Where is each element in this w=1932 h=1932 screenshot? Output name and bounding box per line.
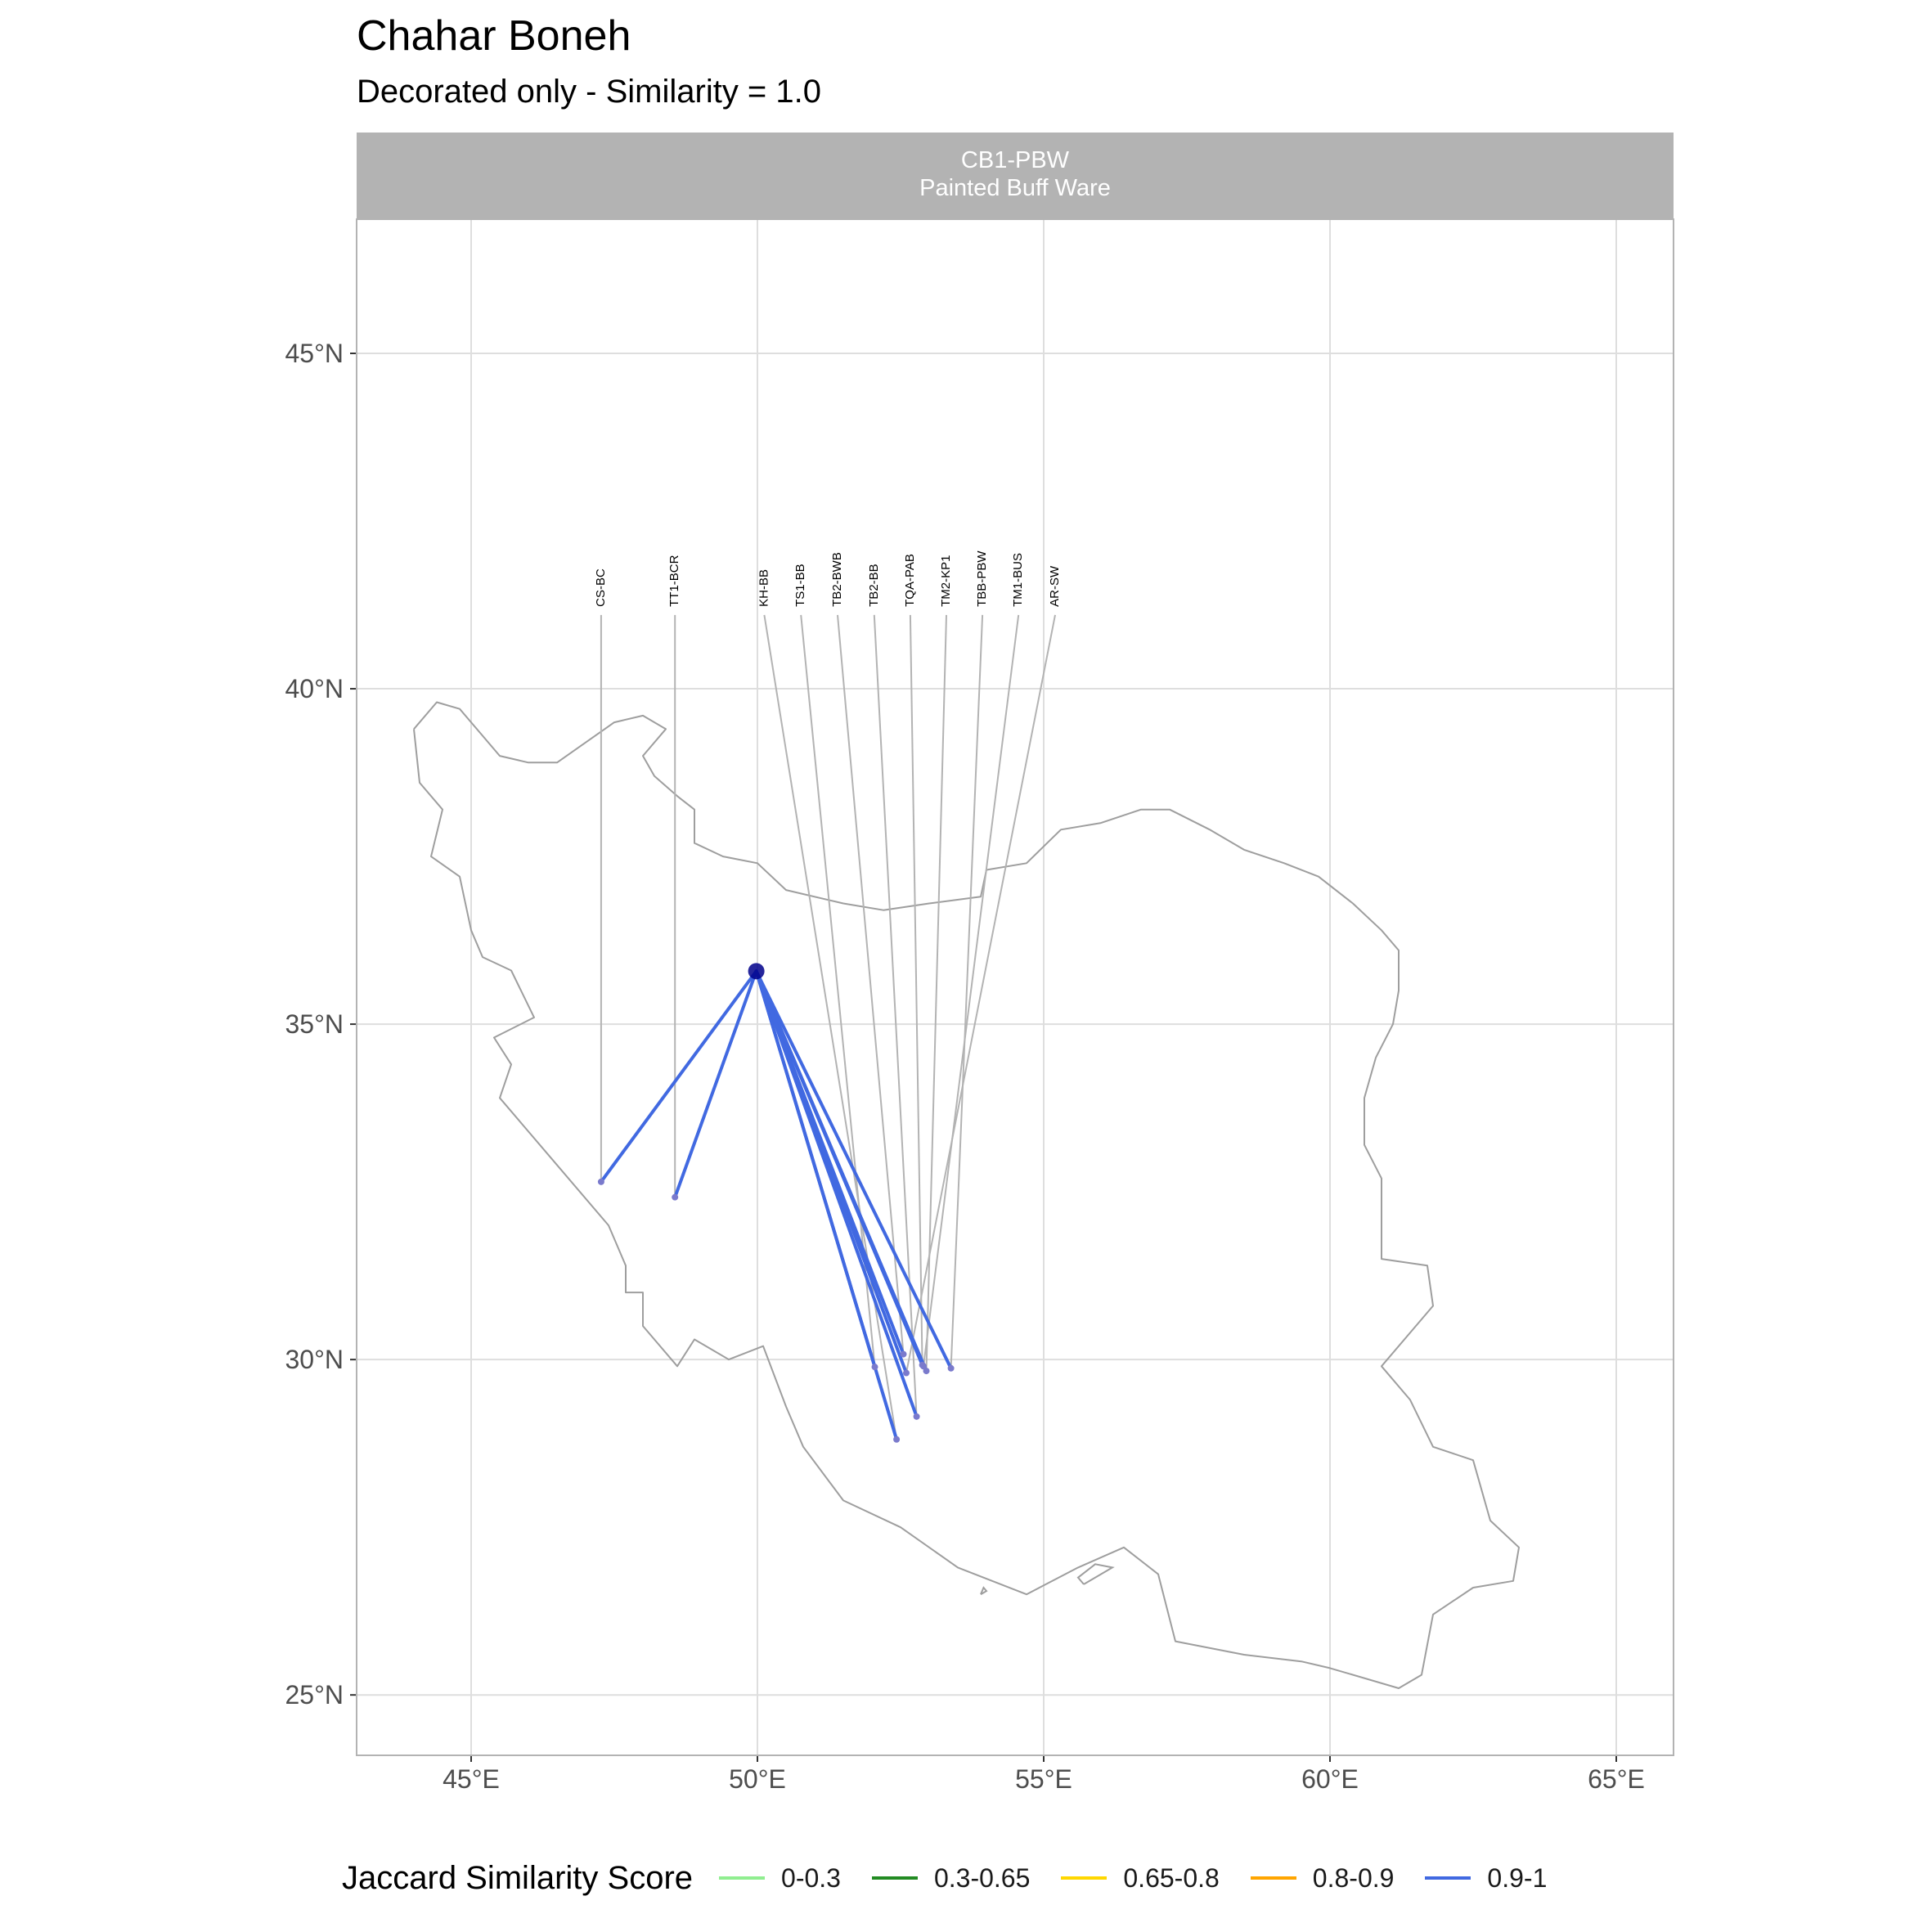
country-border bbox=[413, 701, 1520, 1689]
site-point bbox=[672, 1193, 679, 1201]
leader-line bbox=[837, 614, 905, 1355]
similarity-links bbox=[599, 969, 953, 1441]
legend-key bbox=[1425, 1876, 1471, 1880]
legend-label: 0.65-0.8 bbox=[1123, 1862, 1220, 1893]
x-tick-label: 65°E bbox=[1588, 1764, 1645, 1794]
iran-border bbox=[413, 701, 1520, 1689]
y-tick-label: 45°N bbox=[285, 339, 344, 368]
site-label: TS1-BB bbox=[793, 564, 807, 607]
site-label: TB2-BWB bbox=[830, 552, 844, 607]
legend-title: Jaccard Similarity Score bbox=[342, 1859, 694, 1896]
legend-item: 0.3-0.65 bbox=[871, 1862, 1031, 1894]
site-point bbox=[893, 1436, 901, 1443]
similarity-link bbox=[599, 969, 758, 1184]
site-label: KH-BB bbox=[757, 569, 771, 607]
y-tick-label: 25°N bbox=[285, 1680, 344, 1710]
grid-lines bbox=[357, 219, 1674, 1755]
similarity-link bbox=[754, 969, 877, 1369]
legend-key bbox=[1250, 1876, 1296, 1880]
site-point bbox=[913, 1413, 920, 1420]
y-tick-label: 40°N bbox=[285, 674, 344, 703]
facet-code: CB1-PBW bbox=[960, 147, 1070, 173]
site-point bbox=[920, 1363, 927, 1370]
site-point bbox=[923, 1368, 930, 1375]
site-label: TM1-BUS bbox=[1011, 553, 1025, 607]
site-label: TBB-PBW bbox=[975, 550, 989, 607]
legend: Jaccard Similarity Score 0-0.3 0.3-0.65 … bbox=[342, 1855, 1578, 1901]
x-tick-label: 55°E bbox=[1015, 1764, 1072, 1794]
y-tick-label: 30°N bbox=[285, 1345, 344, 1374]
x-tick-label: 45°E bbox=[443, 1764, 500, 1794]
origin-point bbox=[748, 963, 765, 980]
legend-label: 0.8-0.9 bbox=[1312, 1862, 1395, 1893]
x-tick-label: 60°E bbox=[1301, 1764, 1359, 1794]
site-point bbox=[597, 1178, 604, 1185]
similarity-link bbox=[754, 969, 925, 1368]
legend-key bbox=[1061, 1876, 1108, 1880]
legend-item: 0.9-1 bbox=[1425, 1863, 1547, 1894]
y-tick-label: 35°N bbox=[285, 1009, 344, 1039]
similarity-link bbox=[754, 969, 953, 1370]
leader-line bbox=[800, 614, 876, 1368]
leader-line bbox=[909, 614, 923, 1365]
leader-lines bbox=[600, 614, 1056, 1440]
legend-item: 0.65-0.8 bbox=[1061, 1862, 1220, 1894]
axis-labels: 45°E 50°E 55°E 60°E 65°E 25°N 30°N 35°N 40°N 45°N bbox=[285, 339, 1645, 1794]
legend-label: 0.3-0.65 bbox=[933, 1862, 1031, 1893]
similarity-link bbox=[754, 969, 908, 1375]
legend-key bbox=[871, 1876, 918, 1880]
facet-ware: Painted Buff Ware bbox=[919, 175, 1111, 201]
chart-subtitle: Decorated only - Similarity = 1.0 bbox=[357, 74, 822, 110]
legend-label: 0.9-1 bbox=[1487, 1862, 1548, 1893]
site-label: CS-BC bbox=[594, 568, 608, 607]
site-label: TM2-KP1 bbox=[939, 555, 953, 606]
legend-key bbox=[719, 1876, 766, 1880]
island-outline bbox=[980, 1586, 988, 1596]
leader-line bbox=[923, 614, 1020, 1367]
legend-label: 0-0.3 bbox=[781, 1862, 841, 1893]
leader-line bbox=[905, 614, 1056, 1373]
site-point bbox=[947, 1364, 955, 1372]
legend-item: 0.8-0.9 bbox=[1250, 1862, 1395, 1894]
site-label: TT1-BCR bbox=[667, 555, 681, 607]
site-label: AR-SW bbox=[1048, 565, 1062, 607]
site-label: TB2-BB bbox=[867, 564, 881, 607]
site-point bbox=[900, 1350, 907, 1358]
panel-border bbox=[356, 218, 1674, 1756]
facet-strip: CB1-PBW Painted Buff Ware bbox=[357, 133, 1674, 219]
site-label: TQA-PAB bbox=[903, 554, 917, 607]
island-outline bbox=[1076, 1563, 1115, 1585]
leader-line bbox=[950, 614, 984, 1368]
chart-title: Chahar Boneh bbox=[357, 12, 631, 60]
similarity-link bbox=[673, 969, 758, 1199]
site-point bbox=[871, 1364, 878, 1371]
site-points bbox=[597, 963, 955, 1443]
leader-line bbox=[925, 614, 947, 1372]
site-point bbox=[903, 1369, 910, 1377]
legend-item: 0-0.3 bbox=[719, 1863, 841, 1894]
x-tick-label: 50°E bbox=[729, 1764, 786, 1794]
site-labels: CS-BC TT1-BCR KH-BB TS1-BB TB2-BWB TB2-BB TQA-… bbox=[594, 550, 1062, 607]
